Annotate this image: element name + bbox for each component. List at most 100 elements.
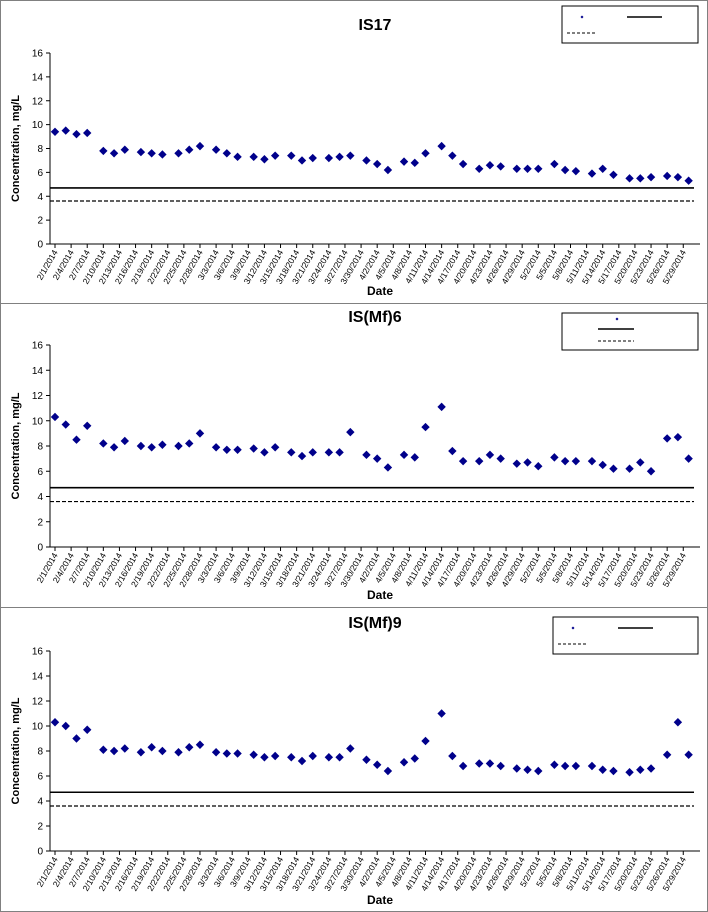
data-point xyxy=(496,454,505,463)
data-point xyxy=(609,766,618,776)
data-point xyxy=(335,448,344,457)
data-point xyxy=(410,754,419,763)
data-point xyxy=(646,764,656,773)
data-point xyxy=(50,718,60,727)
y-tick-label: 4 xyxy=(37,797,43,808)
legend-marker xyxy=(571,626,575,630)
data-point xyxy=(475,164,484,173)
data-point xyxy=(109,149,119,158)
data-point xyxy=(287,448,296,457)
data-point xyxy=(136,147,146,157)
data-point xyxy=(147,149,156,158)
data-point xyxy=(287,753,296,762)
data-point xyxy=(512,764,521,773)
data-point xyxy=(308,448,317,457)
chart-title: IS(Mf)6 xyxy=(348,309,401,326)
y-axis-label: Concentration, mg/L xyxy=(10,392,22,499)
data-point xyxy=(662,750,672,759)
data-point xyxy=(99,439,108,448)
data-point xyxy=(211,748,221,757)
data-point xyxy=(270,443,280,452)
data-point xyxy=(83,421,92,430)
data-point xyxy=(458,761,468,771)
data-point xyxy=(372,454,382,463)
data-point xyxy=(684,750,693,759)
data-point xyxy=(587,761,597,771)
legend xyxy=(552,616,699,655)
data-point xyxy=(496,761,505,771)
chart-title: IS(Mf)9 xyxy=(348,615,401,632)
data-point xyxy=(158,150,167,159)
data-point xyxy=(598,765,607,774)
data-point xyxy=(136,748,146,757)
data-point xyxy=(475,759,484,768)
data-point xyxy=(249,152,258,162)
data-point xyxy=(324,153,334,163)
data-point xyxy=(383,165,393,175)
chart-panel-2: IS(Mf)602468101214162/1/20142/4/20142/7/… xyxy=(0,303,708,602)
data-point xyxy=(50,127,60,136)
legend xyxy=(561,312,699,351)
data-point xyxy=(496,162,505,171)
data-point xyxy=(646,172,656,182)
data-point xyxy=(399,157,409,166)
data-point xyxy=(136,441,146,451)
data-point xyxy=(662,434,672,443)
data-point xyxy=(260,753,269,762)
y-tick-label: 0 xyxy=(37,847,43,858)
data-point xyxy=(448,446,457,456)
data-point xyxy=(147,443,156,452)
data-point xyxy=(534,766,543,776)
y-tick-label: 14 xyxy=(32,72,44,83)
data-point xyxy=(550,453,559,462)
data-point xyxy=(233,445,242,454)
data-point xyxy=(270,751,280,761)
data-point xyxy=(636,458,645,467)
data-point xyxy=(195,429,205,438)
data-point xyxy=(362,156,371,165)
data-point xyxy=(287,151,296,160)
data-point xyxy=(260,448,269,457)
data-point xyxy=(646,467,656,476)
data-point xyxy=(346,427,355,437)
data-point xyxy=(249,444,258,453)
y-tick-label: 10 xyxy=(32,120,44,131)
chart-panel-1: IS1702468101214162/1/20142/4/20142/7/201… xyxy=(10,5,700,298)
data-point xyxy=(410,158,419,168)
data-point xyxy=(109,443,119,452)
legend-box xyxy=(561,5,699,44)
data-point xyxy=(211,145,221,154)
y-tick-label: 6 xyxy=(37,467,43,478)
y-tick-label: 0 xyxy=(37,543,43,554)
data-point xyxy=(83,725,92,734)
data-point xyxy=(534,462,543,471)
data-point xyxy=(437,402,446,412)
data-point xyxy=(297,156,307,165)
data-point xyxy=(72,734,81,743)
data-point xyxy=(147,743,156,752)
chart-title: IS17 xyxy=(359,17,392,34)
data-point xyxy=(523,164,532,173)
data-point xyxy=(308,153,317,163)
data-point xyxy=(448,151,457,160)
y-tick-label: 10 xyxy=(32,722,44,733)
data-point xyxy=(383,766,393,776)
data-point xyxy=(120,145,130,154)
data-point xyxy=(571,761,581,771)
data-point xyxy=(335,753,344,762)
data-point xyxy=(662,171,672,181)
data-point xyxy=(372,760,382,769)
data-point xyxy=(485,450,495,460)
data-point xyxy=(625,464,634,473)
data-point xyxy=(523,765,532,774)
data-point xyxy=(399,450,409,460)
data-point xyxy=(362,450,371,460)
data-point xyxy=(222,149,232,158)
data-point xyxy=(512,164,521,173)
data-point xyxy=(684,454,693,463)
data-point xyxy=(448,751,457,761)
data-point xyxy=(308,751,317,761)
data-point xyxy=(609,464,618,473)
data-point xyxy=(211,443,221,452)
